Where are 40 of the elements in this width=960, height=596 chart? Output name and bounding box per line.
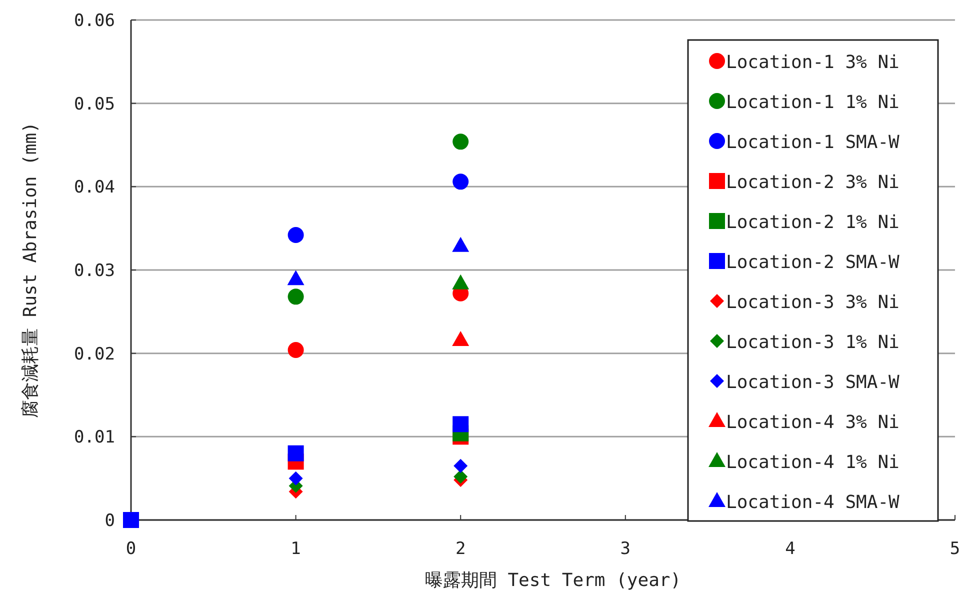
y-tick-label: 0.01 xyxy=(74,428,115,448)
point xyxy=(454,458,468,473)
y-tick-label: 0.05 xyxy=(74,94,115,114)
legend-label: Location-3 1% Ni xyxy=(726,332,900,353)
point xyxy=(288,227,304,243)
x-tick-label: 0 xyxy=(126,539,136,559)
point xyxy=(288,342,304,358)
point xyxy=(287,270,304,286)
y-axis-title: 腐食減耗量 Rust Abrasion (mm) xyxy=(20,122,41,418)
legend-label: Location-4 3% Ni xyxy=(726,412,900,433)
x-tick-label: 3 xyxy=(620,539,631,559)
legend-label: Location-2 1% Ni xyxy=(726,212,900,233)
y-tick-label: 0.02 xyxy=(74,344,115,364)
legend-label: Location-2 SMA-W xyxy=(726,252,900,273)
legend-label: Location-1 SMA-W xyxy=(726,132,900,153)
legend-label: Location-2 3% Ni xyxy=(726,172,900,193)
point xyxy=(454,470,468,484)
y-tick-label: 0.04 xyxy=(74,178,115,198)
x-tick-label: 2 xyxy=(455,539,466,559)
legend-label: Location-1 1% Ni xyxy=(726,92,900,113)
legend-label: Location-4 1% Ni xyxy=(726,452,900,473)
legend-label: Location-1 3% Ni xyxy=(726,52,900,73)
x-tick-label: 5 xyxy=(950,539,960,559)
point xyxy=(452,236,470,252)
point xyxy=(452,134,469,150)
point xyxy=(123,512,139,528)
legend-label: Location-3 SMA-W xyxy=(726,372,900,393)
point xyxy=(288,471,303,486)
x-axis-title: 曝露期間 Test Term (year) xyxy=(424,570,682,591)
legend-label: Location-4 SMA-W xyxy=(726,492,900,513)
y-tick-label: 0 xyxy=(104,511,115,531)
point xyxy=(452,416,469,432)
point xyxy=(288,288,304,305)
legend-label: Location-3 3% Ni xyxy=(726,292,900,313)
y-tick-label: 0.03 xyxy=(74,261,115,281)
point xyxy=(452,174,469,190)
y-tick-label: 0.06 xyxy=(74,11,115,31)
x-tick-label: 4 xyxy=(785,539,796,559)
x-tick-label: 1 xyxy=(290,539,301,559)
point xyxy=(288,445,304,462)
